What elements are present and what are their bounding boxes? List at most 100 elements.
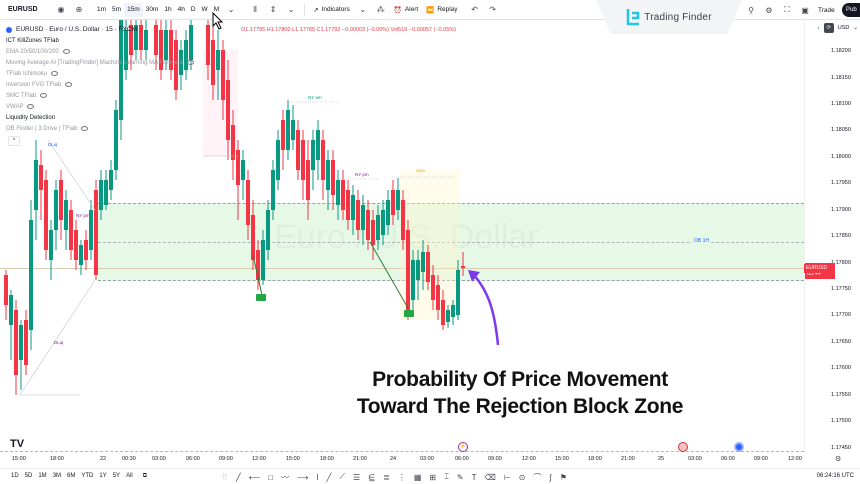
price-axis[interactable]: ↓ ⟳ USD ⌄ 1.18200 1.18150 1.18100 1.1805… [804, 20, 860, 454]
legend-symbol-row: EURUSD · Euro / U.S. Dollar · 15 · FXCM … [6, 24, 456, 35]
brush-icon[interactable]: ✎ [456, 472, 464, 482]
indicator-row[interactable]: ICT KillZones TFlab [6, 35, 456, 46]
measure-icon[interactable]: ⊢ [503, 472, 511, 482]
publish-button[interactable]: Pub [842, 3, 860, 17]
eye-icon[interactable] [65, 82, 73, 87]
gann-box-icon[interactable]: ⊞ [429, 472, 437, 482]
indicator-row[interactable]: VWAP [6, 101, 456, 112]
alert-button[interactable]: ⏰ Alert [390, 6, 422, 14]
flag-icon[interactable]: ⚑ [559, 472, 567, 482]
candle-type-icon[interactable]: ⫴ [253, 4, 257, 14]
range-1m[interactable]: 1M [38, 473, 47, 479]
eye-icon[interactable] [186, 60, 194, 65]
drag-handle-icon[interactable]: ⠿ [222, 472, 228, 482]
camera-icon[interactable]: ▣ [801, 5, 809, 15]
collapse-legend-button[interactable]: ^ [8, 136, 20, 146]
bar-countdown: 05:44 [807, 271, 821, 277]
eye-icon[interactable] [27, 104, 35, 109]
chevron-down-icon[interactable]: ⌄ [359, 5, 367, 14]
eye-icon[interactable] [51, 71, 59, 76]
price-label: 1.17750 [831, 286, 851, 292]
chevron-down-icon[interactable]: ⌄ [227, 5, 235, 14]
range-3m[interactable]: 3M [52, 473, 62, 479]
time-axis[interactable]: 15:00 18:00 22 00:30 03:00 06:00 09:00 1… [0, 454, 804, 466]
chart-area[interactable]: Euro / U.S. Dollar OB 1H [0, 20, 804, 454]
pitchfork-icon[interactable]: ⋮ [397, 472, 406, 482]
indicator-row[interactable]: OB Finder | 3 Drive | TFlab [6, 123, 456, 134]
chevron-down-icon[interactable]: ⌄ [287, 5, 295, 14]
timeframe-5m[interactable]: 5m [112, 5, 122, 13]
eye-icon[interactable]: ◉ [57, 5, 65, 14]
extended-line-icon[interactable]: ⟋ [339, 472, 345, 481]
range-5d[interactable]: 5D [24, 473, 33, 479]
indicator-name: Inversion FVG TFlab [6, 81, 62, 88]
trend-line-icon[interactable]: ╱ [235, 472, 241, 482]
undo-icon[interactable]: ↶ [471, 5, 478, 14]
timeframe-1m[interactable]: 1m [97, 5, 107, 13]
chart-legend: EURUSD · Euro / U.S. Dollar · 15 · FXCM … [6, 24, 456, 134]
ray-icon[interactable]: ╱ [326, 472, 332, 482]
indicator-name: Moving Average AI [TradingFinder] Machin… [6, 59, 183, 66]
indicator-row[interactable]: Inversion FVG TFlab [6, 79, 456, 90]
dliq-label-bottom: DLiq [54, 340, 64, 345]
indicator-row[interactable]: Liquidity Detection [6, 112, 456, 123]
indicator-row[interactable]: EMA 20/50/100/200 [6, 46, 456, 57]
symbol-search[interactable]: EURUSD [4, 3, 52, 17]
auto-scale-icon[interactable]: ⟳ [823, 23, 834, 33]
us-flag-event-icon[interactable] [678, 442, 688, 452]
range-6m[interactable]: 6M [67, 473, 76, 479]
horizontal-line-icon[interactable]: ⟶ [297, 472, 309, 482]
rectangle-icon[interactable]: □ [268, 472, 273, 482]
replay-button[interactable]: ⏪ Replay [422, 6, 461, 14]
timeframe-15m[interactable]: 15m [124, 2, 143, 17]
timeframe-1h[interactable]: 1h [164, 5, 172, 13]
arc-icon[interactable]: ⌒ [533, 472, 542, 482]
chevron-down-icon[interactable]: ⌄ [853, 25, 858, 31]
indicator-row[interactable]: SMC TFlab [6, 90, 456, 101]
arrow-down-icon[interactable]: ↓ [817, 25, 820, 31]
path-icon[interactable]: 〰 [281, 472, 289, 482]
timeframe-d[interactable]: D [190, 5, 196, 13]
timeframe-m[interactable]: M [213, 5, 220, 13]
currency-select[interactable]: USD [837, 25, 850, 31]
eu-event-icon[interactable] [734, 442, 744, 452]
utc-clock[interactable]: 06:24:16 UTC [816, 473, 854, 479]
fullscreen-icon[interactable]: ⛶ [784, 5, 790, 14]
range-all[interactable]: All [126, 473, 133, 479]
legend-title[interactable]: EURUSD · Euro / U.S. Dollar · 15 · FXCM [16, 26, 137, 33]
eraser-icon[interactable]: ⌫ [484, 472, 496, 482]
range-ytd[interactable]: YTD [81, 473, 94, 479]
parallel-channel-icon[interactable]: ☰ [352, 472, 361, 482]
add-compare-icon[interactable]: ⊕ [75, 5, 83, 14]
range-1d[interactable]: 1D [11, 473, 19, 479]
curve-icon[interactable]: ∫ [549, 472, 552, 482]
bar-style-icon[interactable]: ⇕ [269, 5, 277, 14]
range-1y[interactable]: 1Y [99, 473, 107, 479]
target-icon[interactable]: ⊙ [518, 472, 526, 482]
axis-settings-icon[interactable]: ⚙ [835, 456, 842, 463]
lightning-event-icon[interactable]: ⚡ [458, 442, 468, 452]
vertical-line-icon[interactable]: ǀ [316, 472, 319, 482]
timeframe-30m[interactable]: 30m [145, 5, 159, 13]
timeframe-4h[interactable]: 4h [177, 5, 185, 13]
text-icon[interactable]: T [471, 472, 477, 482]
indicator-row[interactable]: TFlab Ichimoku [6, 68, 456, 79]
quick-search-icon[interactable]: ⚲ [748, 5, 754, 15]
timeframe-w[interactable]: W [201, 5, 208, 13]
range-5y[interactable]: 5Y [112, 473, 121, 479]
price-range-icon[interactable]: ⌶ [444, 472, 449, 481]
indicator-row[interactable]: Moving Average AI [TradingFinder] Machin… [6, 57, 456, 68]
eye-icon[interactable] [40, 93, 48, 98]
eye-icon[interactable] [62, 49, 70, 54]
trade-button[interactable]: Trade [818, 6, 835, 14]
settings-gear-icon[interactable]: ⚙ [765, 5, 773, 15]
layout-grid-icon[interactable]: ⁂ [376, 5, 385, 14]
goto-date-icon[interactable]: ⧉ [142, 473, 148, 479]
fib-retracement-icon[interactable]: ⋸ [368, 472, 376, 482]
fib-extension-icon[interactable]: ≣ [383, 472, 390, 482]
horizontal-ray-icon[interactable]: ⟵ [248, 472, 261, 482]
redo-icon[interactable]: ↷ [489, 5, 496, 14]
grid-icon[interactable]: ▦ [413, 472, 422, 482]
indicators-button[interactable]: ↗ Indicators [309, 6, 354, 14]
eye-icon[interactable] [81, 126, 89, 131]
